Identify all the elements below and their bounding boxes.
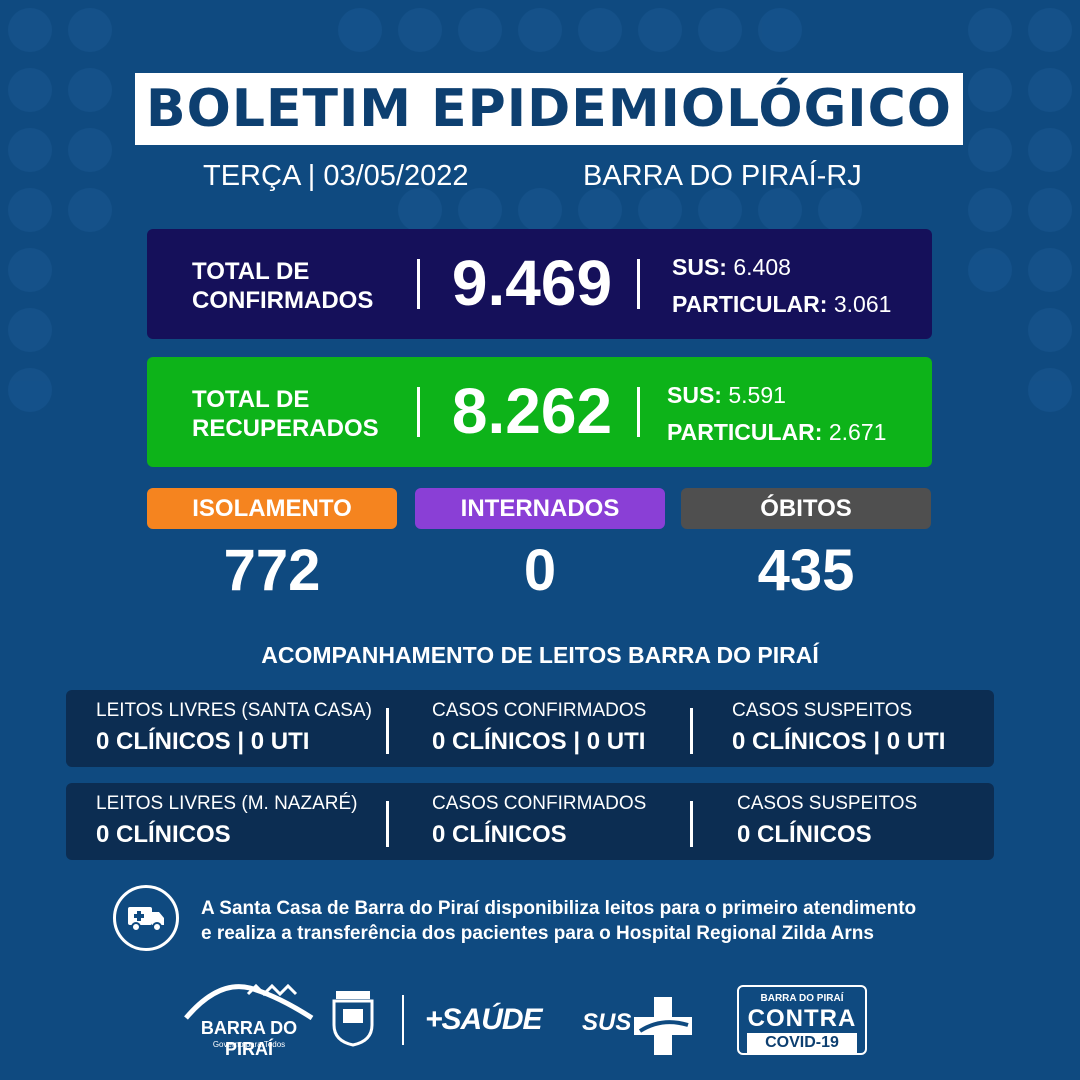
recovered-sus: SUS: 5.591 [667, 382, 786, 408]
confirmed-card: TOTAL DE CONFIRMADOS 9.469 SUS: 6.408 PA… [147, 229, 932, 339]
divider [690, 708, 693, 754]
divider [637, 387, 640, 437]
deaths-badge: ÓBITOS [681, 488, 931, 529]
divider [690, 801, 693, 847]
isolation-badge: ISOLAMENTO [147, 488, 397, 529]
divider [417, 259, 420, 309]
confirmed-private: PARTICULAR: 3.061 [672, 291, 892, 317]
footer-logos: BARRA DO PIRAÍ Governo para Todos +SAÚDE… [0, 975, 1080, 1065]
confirmed-total: 9.469 [451, 247, 613, 319]
deaths-count: 435 [757, 538, 855, 603]
beds-cell: CASOS SUSPEITOS 0 CLÍNICOS [737, 793, 918, 848]
confirmed-sus: SUS: 6.408 [672, 254, 791, 280]
city-name: BARRA DO PIRAÍ-RJ [583, 160, 862, 192]
city-crest-icon [332, 991, 374, 1047]
beds-row-m-nazare: LEITOS LIVRES (M. NAZARÉ) 0 CLÍNICOS CAS… [66, 783, 994, 860]
beds-cell: CASOS CONFIRMADOS 0 CLÍNICOS [432, 793, 647, 848]
isolation-count: 772 [223, 538, 321, 603]
beds-section-title: ACOMPANHAMENTO DE LEITOS BARRA DO PIRAÍ [261, 642, 819, 668]
page-title: BOLETIM EPIDEMIOLÓGICO [135, 73, 963, 145]
recovered-total: 8.262 [451, 375, 613, 447]
divider [386, 801, 389, 847]
beds-cell: CASOS SUSPEITOS 0 CLÍNICOS | 0 UTI [732, 700, 946, 755]
report-date: TERÇA | 03/05/2022 [203, 160, 469, 192]
notice-text: A Santa Casa de Barra do Piraí disponibi… [201, 898, 917, 944]
divider [402, 995, 404, 1045]
sus-logo: SUS [582, 1009, 632, 1036]
beds-row-santa-casa: LEITOS LIVRES (SANTA CASA) 0 CLÍNICOS | … [66, 690, 994, 767]
saude-logo: +SAÚDE [425, 1003, 543, 1036]
recovered-label: TOTAL DE RECUPERADOS [192, 386, 379, 442]
ambulance-icon [113, 885, 179, 951]
barra-do-pirai-logo: BARRA DO PIRAÍ Governo para Todos [178, 980, 320, 1059]
recovered-card: TOTAL DE RECUPERADOS 8.262 SUS: 5.591 PA… [147, 357, 932, 467]
divider [417, 387, 420, 437]
recovered-private: PARTICULAR: 2.671 [667, 419, 887, 445]
covid-campaign-badge: BARRA DO PIRAÍ CONTRA COVID-19 [737, 985, 867, 1055]
hospitalized-badge: INTERNADOS [415, 488, 665, 529]
beds-cell: CASOS CONFIRMADOS 0 CLÍNICOS | 0 UTI [432, 700, 647, 755]
hospitalized-count: 0 [523, 538, 557, 603]
divider [637, 259, 640, 309]
barra-arch-icon [184, 983, 314, 1021]
divider [386, 708, 389, 754]
confirmed-label: TOTAL DE CONFIRMADOS [192, 258, 374, 314]
beds-cell: LEITOS LIVRES (SANTA CASA) 0 CLÍNICOS | … [96, 700, 372, 755]
sus-cross-icon [634, 997, 692, 1055]
beds-cell: LEITOS LIVRES (M. NAZARÉ) 0 CLÍNICOS [96, 793, 358, 848]
